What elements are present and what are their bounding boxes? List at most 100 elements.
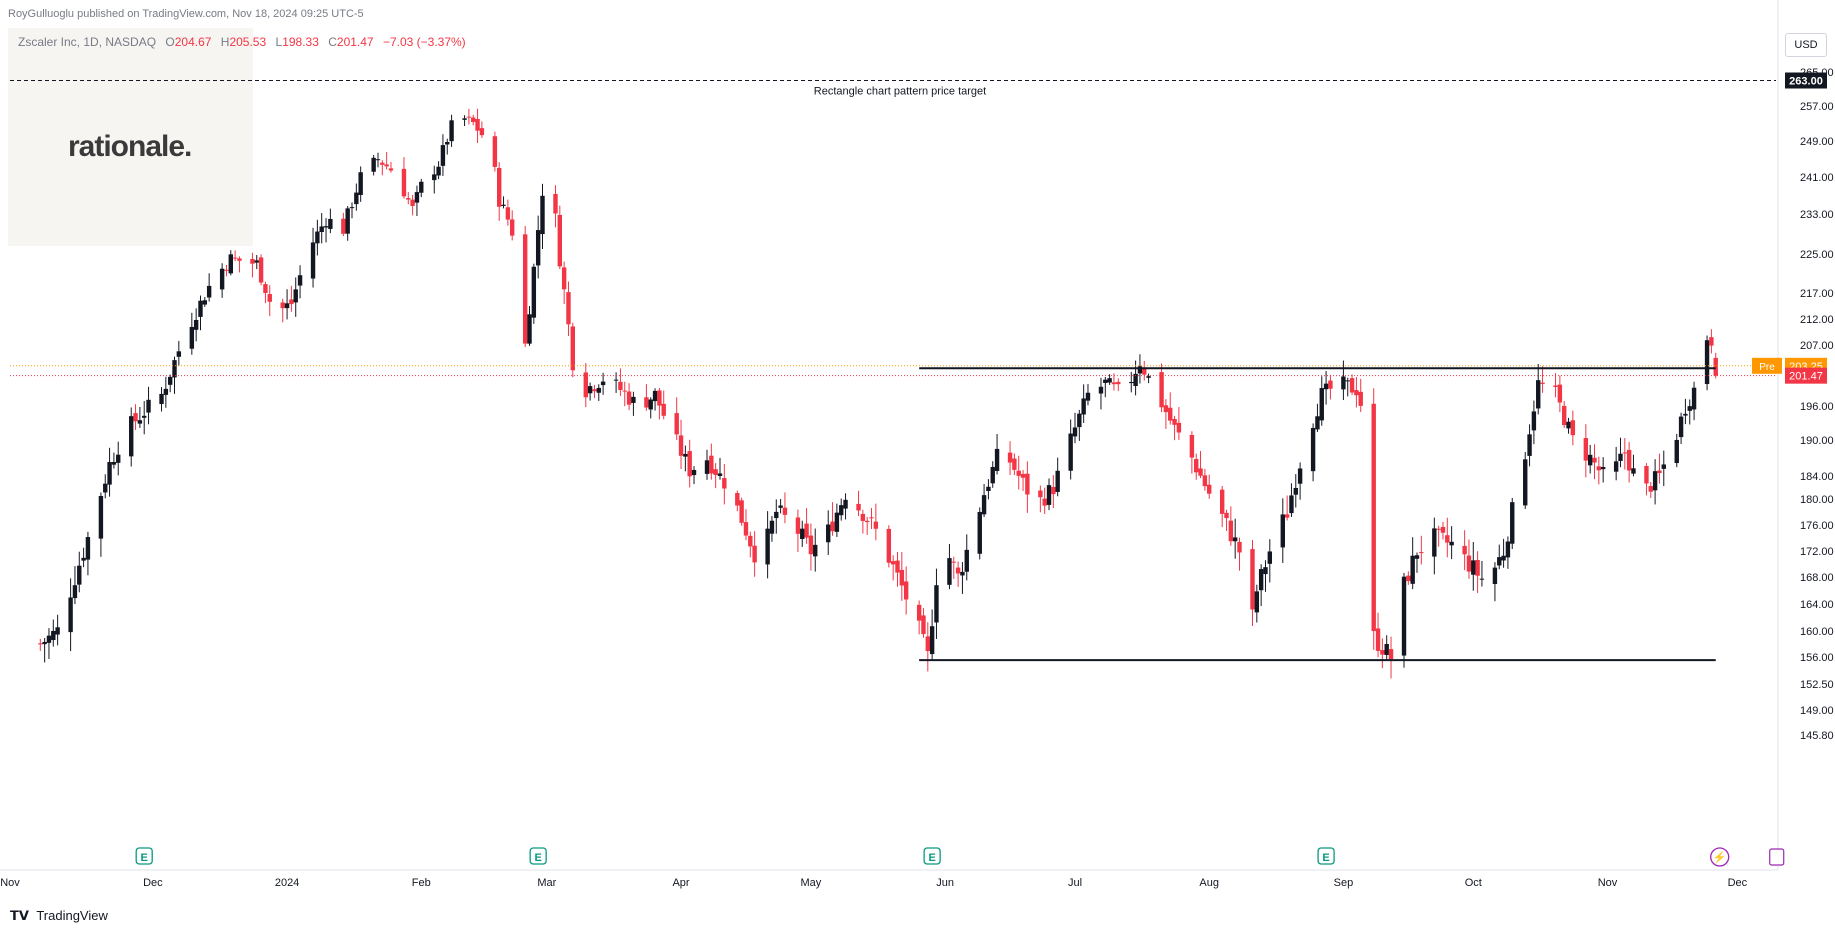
open-label: O <box>165 35 175 49</box>
candle-body <box>1566 421 1571 429</box>
target-label: Rectangle chart pattern price target <box>814 86 986 98</box>
candle-body <box>583 372 588 398</box>
candle-body <box>1683 413 1688 416</box>
candle-body <box>626 391 632 405</box>
candle-body <box>839 505 844 516</box>
candle-body <box>384 164 389 167</box>
candle-body <box>1540 382 1545 384</box>
candle-body <box>509 219 515 236</box>
publish-header: RoyGulluoglu published on TradingView.co… <box>8 8 364 20</box>
candle-body <box>657 390 662 406</box>
price-axis: 265.00 257.00 249.00 241.00 233.00 225.00 217.… <box>1752 0 1834 870</box>
candle-body <box>172 360 177 378</box>
candle-body <box>202 300 208 305</box>
event-icon <box>1769 848 1785 866</box>
candle-body <box>683 453 688 457</box>
candle-body <box>341 218 346 234</box>
candle-body <box>1228 520 1234 542</box>
high-value: 205.53 <box>229 35 267 49</box>
candle-body <box>345 208 350 234</box>
candle-body <box>55 627 60 635</box>
candle-body <box>1038 490 1043 498</box>
candle-body <box>1176 422 1182 433</box>
candle-body <box>1436 528 1441 530</box>
candle-body <box>739 500 744 523</box>
candle-body <box>947 558 952 585</box>
candle-body <box>765 528 770 565</box>
candle-body <box>250 258 255 264</box>
candle-body <box>834 512 840 532</box>
target-price-value: 263.00 <box>1789 76 1823 88</box>
candle-body <box>1371 403 1376 632</box>
candle-body <box>414 192 420 203</box>
candle-body <box>1284 514 1290 518</box>
candles-layer <box>38 108 1718 679</box>
candle-body <box>1133 373 1138 387</box>
candle-body <box>1198 468 1203 476</box>
candle-body <box>406 198 411 200</box>
candle-body <box>1505 541 1511 558</box>
high-label: H <box>220 35 230 49</box>
candle-body <box>111 461 117 465</box>
candle-body <box>735 493 740 506</box>
time-tick-label: Oct <box>1465 877 1482 889</box>
candle-body <box>1310 427 1316 472</box>
candle-body <box>492 136 498 167</box>
candle-body <box>561 267 567 290</box>
candle-body <box>133 413 138 422</box>
price-tick-label: 172.00 <box>1800 546 1834 558</box>
candle-body <box>631 396 636 403</box>
time-tick-label: Sep <box>1334 877 1354 889</box>
time-tick-label: Jun <box>936 877 954 889</box>
candle-body <box>354 192 359 205</box>
candle-body <box>375 159 381 161</box>
candle-body <box>869 517 874 519</box>
annotations-layer: Rectangle chart pattern price target <box>10 80 1776 662</box>
candle-body <box>107 462 112 485</box>
candle-body <box>1345 380 1350 382</box>
candle-body <box>380 162 385 165</box>
price-tick-label: 196.00 <box>1800 401 1834 413</box>
candle-body <box>1237 541 1242 553</box>
candle-body <box>1163 405 1169 413</box>
candle-body <box>960 571 965 576</box>
candle-body <box>410 199 415 206</box>
candle-body <box>1440 526 1446 533</box>
candle-body <box>1449 541 1454 546</box>
candle-body <box>176 351 182 357</box>
candle-body <box>570 326 576 371</box>
candle-body <box>198 300 203 317</box>
candle-body <box>774 511 779 519</box>
candle-body <box>68 597 73 633</box>
candle-body <box>1016 470 1021 476</box>
change-value: −7.03 (−3.37%) <box>382 35 466 49</box>
candle-body <box>1613 461 1619 472</box>
candle-body <box>1419 552 1424 554</box>
candle-body <box>1466 555 1472 572</box>
candle-body <box>535 230 541 266</box>
candle-body <box>1116 381 1121 385</box>
earnings-icon-glyph: E <box>534 852 541 864</box>
price-tick-label: 145.80 <box>1800 730 1834 742</box>
candle-body <box>1077 413 1082 428</box>
currency-button[interactable]: USD <box>1785 33 1827 57</box>
candle-body <box>691 469 697 476</box>
candle-body <box>951 561 956 563</box>
earnings-icon <box>135 847 153 865</box>
price-tick-label: 149.00 <box>1800 705 1834 717</box>
candle-body <box>1709 337 1714 346</box>
candle-body <box>388 168 394 171</box>
candle-body <box>466 116 472 118</box>
lightning-icon-glyph: ⚡ <box>1713 851 1727 864</box>
candle-body <box>895 560 900 573</box>
tradingview-footer[interactable]: 𝗧𝗩 TradingView <box>10 908 108 924</box>
candle-body <box>1462 545 1467 555</box>
pre-price-value: 203.25 <box>1789 361 1823 373</box>
candle-body <box>436 166 441 176</box>
candle-body <box>592 389 597 392</box>
candle-body <box>77 565 82 585</box>
candle-body <box>1354 390 1359 396</box>
candle-body <box>85 537 91 560</box>
candle-body <box>1129 382 1134 384</box>
